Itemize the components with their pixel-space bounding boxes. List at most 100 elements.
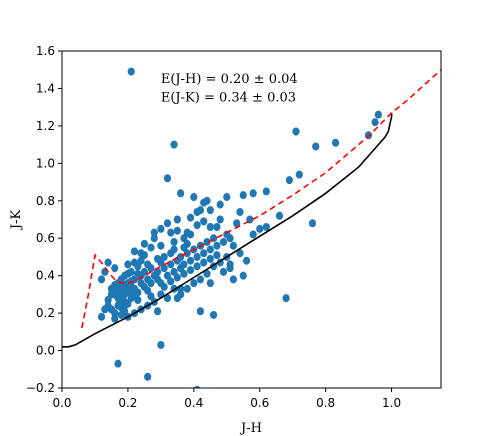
scatter-point (200, 258, 208, 267)
scatter-point (130, 247, 139, 256)
x-tick-label: 1.0 (382, 396, 401, 410)
scatter-point (180, 260, 188, 269)
scatter-point (157, 340, 165, 349)
scatter-point (239, 191, 247, 200)
scatter-point (282, 294, 290, 303)
scatter-point (101, 305, 109, 314)
scatter-point (193, 385, 201, 388)
scatter-point (213, 222, 221, 231)
scatter-point (219, 237, 228, 246)
x-tick-label: 0.8 (316, 396, 335, 410)
scatter-point (331, 138, 340, 147)
scatter-point (150, 228, 158, 237)
y-tick-label: 0.0 (36, 344, 55, 358)
scatter-point (124, 279, 132, 288)
scatter-point (147, 292, 155, 301)
scatter-point (308, 219, 317, 228)
scatter-point (312, 142, 320, 151)
scatter-point (97, 275, 106, 284)
scatter-point (213, 241, 221, 250)
scatter-point (144, 372, 152, 381)
scatter-point (170, 140, 178, 149)
scatter-point (111, 264, 119, 273)
scatter-point (124, 260, 132, 269)
extinction-annotation: E(J-K) = 0.34 ± 0.03 (161, 91, 296, 106)
scatter-point (134, 269, 142, 278)
y-axis-label: J-K (9, 210, 24, 232)
scatter-point (147, 279, 155, 288)
scatter-point (170, 237, 178, 246)
scatter-point (203, 196, 211, 205)
extinction-annotation: E(J-H) = 0.20 ± 0.04 (161, 72, 298, 87)
scatter-point (210, 310, 218, 319)
scatter-point (183, 228, 191, 237)
x-tick-label: 0.0 (52, 396, 71, 410)
scatter-point (127, 67, 135, 76)
scatter-point (170, 245, 178, 254)
scatter-point (104, 258, 112, 267)
scatter-point (173, 215, 181, 224)
scatter-point (193, 252, 201, 261)
scatter-point (374, 110, 382, 119)
scatter-point (295, 170, 303, 179)
scatter-point (163, 174, 172, 183)
scatter-point (114, 359, 122, 368)
scatter-point (117, 310, 125, 319)
scatter-point (173, 226, 181, 235)
x-tick-label: 0.2 (118, 396, 137, 410)
scatter-point (180, 243, 188, 252)
scatter-point (219, 267, 228, 276)
y-tick-label: 1.4 (36, 81, 55, 95)
scatter-point (186, 256, 195, 265)
scatter-point (256, 224, 264, 233)
scatter-point (173, 273, 181, 282)
scatter-point (130, 258, 139, 267)
x-tick-label: 0.4 (184, 396, 203, 410)
scatter-point (163, 294, 172, 303)
y-tick-label: 0.8 (36, 194, 55, 208)
plot-area (62, 67, 441, 388)
scatter-point (134, 288, 142, 297)
scatter-point (134, 296, 142, 305)
y-tick-label: 1.2 (36, 119, 55, 133)
scatter-point (216, 200, 224, 209)
scatter-point (153, 254, 162, 263)
scatter-point (216, 215, 224, 224)
scatter-point (196, 307, 205, 316)
scatter-point (190, 279, 198, 288)
scatter-point (180, 269, 188, 278)
scatter-point (144, 260, 152, 269)
scatter-point (200, 217, 208, 226)
scatter-point (153, 307, 162, 316)
scatter-point (229, 275, 237, 284)
scatter-point (236, 208, 244, 217)
scatter-point (206, 279, 214, 288)
scatter-point (193, 262, 201, 271)
scatter-point (111, 309, 119, 318)
main-sequence-line (62, 112, 393, 348)
scatter-point (183, 284, 191, 293)
scatter-point (147, 243, 155, 252)
scatter-point (223, 193, 231, 202)
scatter-point (137, 249, 145, 258)
scatter-point (117, 284, 125, 293)
y-tick-label: 1.0 (36, 156, 55, 170)
scatter-point (150, 234, 158, 243)
y-tick-label: 1.6 (36, 44, 55, 58)
scatter-point (121, 301, 129, 310)
scatter-point (239, 271, 247, 280)
annotations: E(J-H) = 0.20 ± 0.04 E(J-K) = 0.34 ± 0.03 (161, 72, 298, 106)
scatter-point (163, 219, 172, 228)
scatter-point (200, 249, 208, 258)
scatter-point (292, 127, 300, 136)
scatter-point (104, 296, 112, 305)
scatter-point (262, 187, 270, 196)
scatter-point (190, 193, 198, 202)
scatter-point (186, 213, 195, 222)
scatter-point (203, 237, 211, 246)
scatter-point (157, 224, 165, 233)
scatter-point (226, 260, 234, 269)
scatter-point (206, 254, 214, 263)
scatter-point (275, 211, 284, 220)
